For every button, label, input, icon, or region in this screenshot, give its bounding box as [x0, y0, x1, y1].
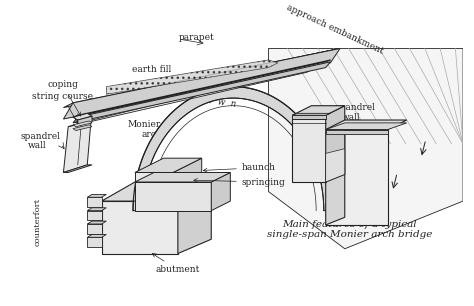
- Polygon shape: [87, 237, 101, 247]
- Polygon shape: [326, 106, 345, 182]
- Text: haunch: haunch: [203, 163, 276, 172]
- Polygon shape: [135, 173, 173, 201]
- Text: haunch filling: haunch filling: [137, 172, 200, 202]
- Polygon shape: [211, 173, 230, 211]
- Polygon shape: [326, 120, 407, 129]
- Polygon shape: [173, 158, 202, 201]
- Polygon shape: [326, 149, 345, 182]
- Polygon shape: [268, 48, 463, 249]
- Text: spandrel: spandrel: [335, 103, 375, 112]
- Polygon shape: [73, 60, 330, 117]
- Polygon shape: [326, 123, 407, 129]
- Polygon shape: [178, 182, 211, 254]
- Text: c  r  o  w  n: c r o w n: [186, 93, 236, 109]
- Polygon shape: [73, 113, 92, 120]
- Polygon shape: [87, 208, 106, 211]
- Polygon shape: [73, 62, 330, 123]
- Polygon shape: [292, 106, 345, 115]
- Polygon shape: [68, 63, 326, 127]
- Text: Monier: Monier: [128, 120, 161, 129]
- Polygon shape: [87, 211, 101, 220]
- Text: coping: coping: [47, 80, 81, 116]
- Polygon shape: [73, 125, 92, 131]
- Polygon shape: [292, 115, 326, 182]
- Text: approach embankment: approach embankment: [285, 3, 385, 56]
- Polygon shape: [64, 48, 340, 119]
- Text: abutment: abutment: [152, 254, 200, 274]
- Polygon shape: [133, 87, 333, 211]
- Polygon shape: [87, 224, 101, 233]
- Polygon shape: [135, 158, 202, 173]
- Text: arch: arch: [142, 130, 163, 139]
- Polygon shape: [326, 120, 345, 225]
- Text: earth fill: earth fill: [133, 65, 172, 74]
- Text: wall: wall: [342, 113, 361, 122]
- Polygon shape: [326, 129, 388, 225]
- Polygon shape: [73, 121, 92, 127]
- Text: Main features of a typical
single-span Monier arch bridge: Main features of a typical single-span M…: [267, 220, 432, 239]
- Polygon shape: [292, 113, 330, 115]
- Polygon shape: [87, 221, 106, 224]
- Text: parapet: parapet: [179, 32, 215, 42]
- Text: wall: wall: [28, 141, 47, 150]
- Text: springing: springing: [194, 177, 285, 187]
- Text: wall: wall: [340, 160, 359, 169]
- Polygon shape: [106, 60, 278, 94]
- Text: wing: wing: [338, 151, 361, 160]
- Polygon shape: [135, 182, 211, 211]
- Text: counterfort: counterfort: [34, 198, 42, 246]
- Polygon shape: [87, 197, 101, 207]
- Polygon shape: [87, 234, 106, 237]
- Polygon shape: [64, 165, 92, 173]
- Polygon shape: [64, 120, 91, 173]
- Polygon shape: [135, 173, 230, 182]
- Text: string course: string course: [32, 92, 93, 124]
- Polygon shape: [101, 182, 211, 201]
- Polygon shape: [87, 194, 106, 197]
- Text: spandrel: spandrel: [20, 132, 60, 141]
- Polygon shape: [292, 115, 326, 119]
- Polygon shape: [101, 201, 178, 254]
- Polygon shape: [64, 48, 340, 108]
- Polygon shape: [78, 116, 92, 126]
- Polygon shape: [326, 129, 388, 134]
